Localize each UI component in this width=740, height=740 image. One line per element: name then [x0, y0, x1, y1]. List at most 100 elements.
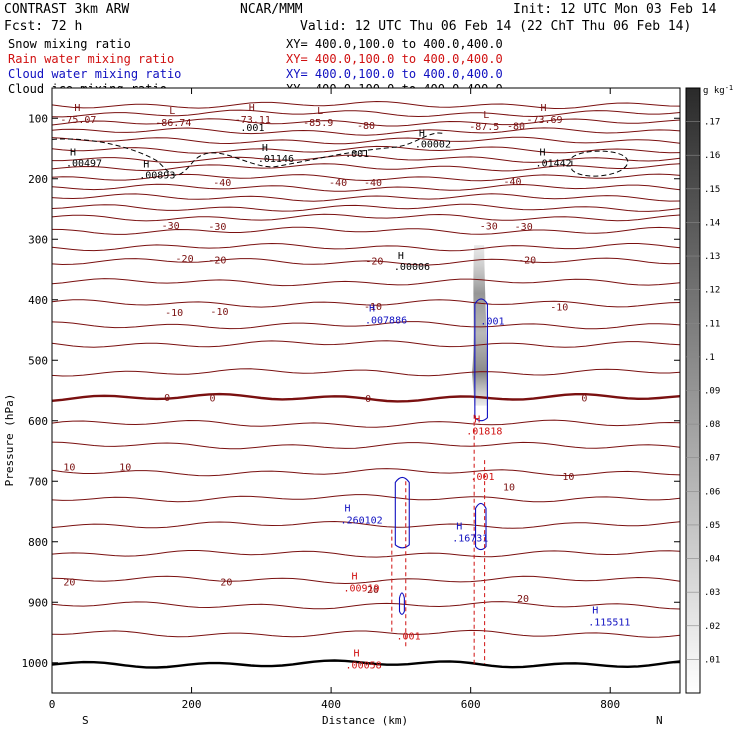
ice-contour-line [571, 150, 629, 177]
x-tick-label: 400 [321, 698, 341, 711]
temperature-extremum-value: -85.9 [303, 118, 333, 129]
ice-max-value: .00006 [394, 262, 430, 273]
cloud-water-label: .001 [480, 317, 504, 328]
temperature-label: -40 [329, 178, 347, 189]
temperature-contours [51, 100, 681, 669]
ice-contour-label: .001 [240, 123, 264, 134]
ice-max-value: .00002 [415, 140, 451, 151]
x-axis-title: Distance (km) [322, 714, 408, 727]
temperature-contour-line [51, 575, 681, 585]
rain-max-mark: H [354, 649, 360, 660]
temperature-extremum-value: -73.11 [235, 115, 271, 126]
temperature-extremum-value: -75.07 [60, 115, 96, 126]
colorbar-label: .12 [704, 286, 720, 296]
cloud-water-contour [475, 502, 487, 551]
temperature-extremum-value: -86.74 [155, 118, 191, 129]
temperature-extremum-mark: L [169, 106, 175, 117]
x-tick-label: 200 [182, 698, 202, 711]
temperature-label: -40 [364, 178, 382, 189]
x-end-right: N [656, 714, 663, 727]
temperature-contour-line [51, 173, 681, 182]
temperature-contour-line [51, 226, 681, 235]
y-tick-label: 500 [28, 354, 48, 367]
colorbar-label: .17 [704, 118, 720, 128]
temperature-label: 0 [209, 393, 215, 404]
ice-max-value: .00497 [66, 158, 102, 169]
temperature-contour-line [51, 257, 681, 266]
rain-max-mark: H [474, 414, 480, 425]
colorbar-ticks: .01 .02 .03 .04 .05 .06 .07 .08 .09 .1 .11 .12 .13 .1… [686, 118, 720, 665]
temperature-contour-line [51, 601, 681, 610]
colorbar-label: .03 [704, 588, 720, 598]
x-tick-label: 800 [600, 698, 620, 711]
temperature-contour-line [51, 494, 681, 503]
temperature-contour-line [51, 213, 681, 222]
temperature-extremum-mark: L [317, 106, 323, 117]
ice-max-mark: H [419, 129, 425, 140]
temperature-contour-line [51, 419, 681, 428]
colorbar-label: .07 [704, 454, 720, 464]
temperature-extremum-value: -73.69 [526, 115, 562, 126]
temperature-contour-line [51, 118, 681, 127]
temperature-contour-line [52, 154, 681, 163]
temperature-label: 10 [562, 472, 574, 483]
colorbar-label: .1 [704, 353, 715, 363]
ice-max-mark: H [540, 147, 546, 158]
field-xy-0: XY= 400.0,100.0 to 400.0,400.0 [286, 37, 503, 51]
temperature-extremum-mark: H [249, 103, 255, 114]
temperature-label: 10 [63, 462, 75, 473]
temperature-contour-line [51, 183, 681, 192]
y-tick-label: 600 [28, 415, 48, 428]
temperature-contour-line [51, 242, 681, 252]
temperature-label: 10 [503, 482, 515, 493]
colorbar-label: .04 [704, 555, 720, 565]
cloud-water-max-mark: H [345, 503, 351, 514]
rain-max-mark: H [351, 572, 357, 583]
temperature-contour-line [51, 550, 681, 558]
temperature-label: 20 [517, 594, 529, 605]
colorbar: .01 .02 .03 .04 .05 .06 .07 .08 .09 .1 .11 .12 .13 .1… [685, 84, 733, 694]
temperature-label: -30 [162, 221, 180, 232]
cloud-water-max-value: .115511 [588, 618, 630, 629]
cloud-water-contour [394, 476, 410, 549]
y-axis-title: Pressure (hPa) [3, 394, 16, 487]
temperature-label: -30 [515, 222, 533, 233]
temperature-label: -10 [364, 302, 382, 313]
ice-max-value: .01442 [536, 158, 572, 169]
colorbar-unit-base: g kg [703, 86, 725, 96]
ice-max-mark: H [70, 147, 76, 158]
colorbar-label: .01 [704, 655, 720, 665]
field-legend: Snow mixing ratio XY= 400.0,100.0 to 400.… [8, 37, 503, 96]
temperature-label: -10 [165, 308, 183, 319]
temperature-contour-line [51, 368, 681, 377]
cloud-water-max-value: .16731 [452, 534, 488, 545]
temperature-label: 20 [220, 577, 232, 588]
temperature-extremum-mark: H [540, 103, 546, 114]
temperature-contour-line [51, 299, 681, 308]
field-name-1: Rain water mixing ratio [8, 52, 174, 66]
colorbar-label: .15 [704, 185, 720, 195]
y-tick-label: 700 [28, 475, 48, 488]
contour-labels: -80 -80 -40 -40 -40 -40 -30 -30 -30 -30 -20 -20 -20 -… [60, 103, 630, 672]
rain-max-value: .01818 [466, 426, 502, 437]
y-tick-label: 200 [28, 173, 48, 186]
rain-max-value: .00919 [343, 584, 379, 595]
ice-contours [51, 132, 629, 177]
colorbar-label: .16 [704, 151, 720, 161]
colorbar-unit: g kg-1 [703, 84, 733, 96]
temperature-label: 20 [367, 585, 379, 596]
temperature-extremum-value: -87.5 [469, 122, 499, 133]
temperature-extremum-mark: L [483, 110, 489, 121]
temperature-contour-line [51, 100, 681, 110]
ice-max-value: .01146 [258, 154, 294, 165]
temperature-label: 0 [581, 393, 587, 404]
temperature-contour-line [51, 659, 681, 669]
colorbar-label: .11 [704, 319, 720, 329]
ice-max-mark: H [143, 159, 149, 170]
field-xy-2: XY= 400.0,100.0 to 400.0,400.0 [286, 67, 503, 81]
cloud-water-max-mark: H [369, 304, 375, 315]
plot-frame [51, 87, 681, 694]
temperature-label: -80 [507, 122, 525, 133]
